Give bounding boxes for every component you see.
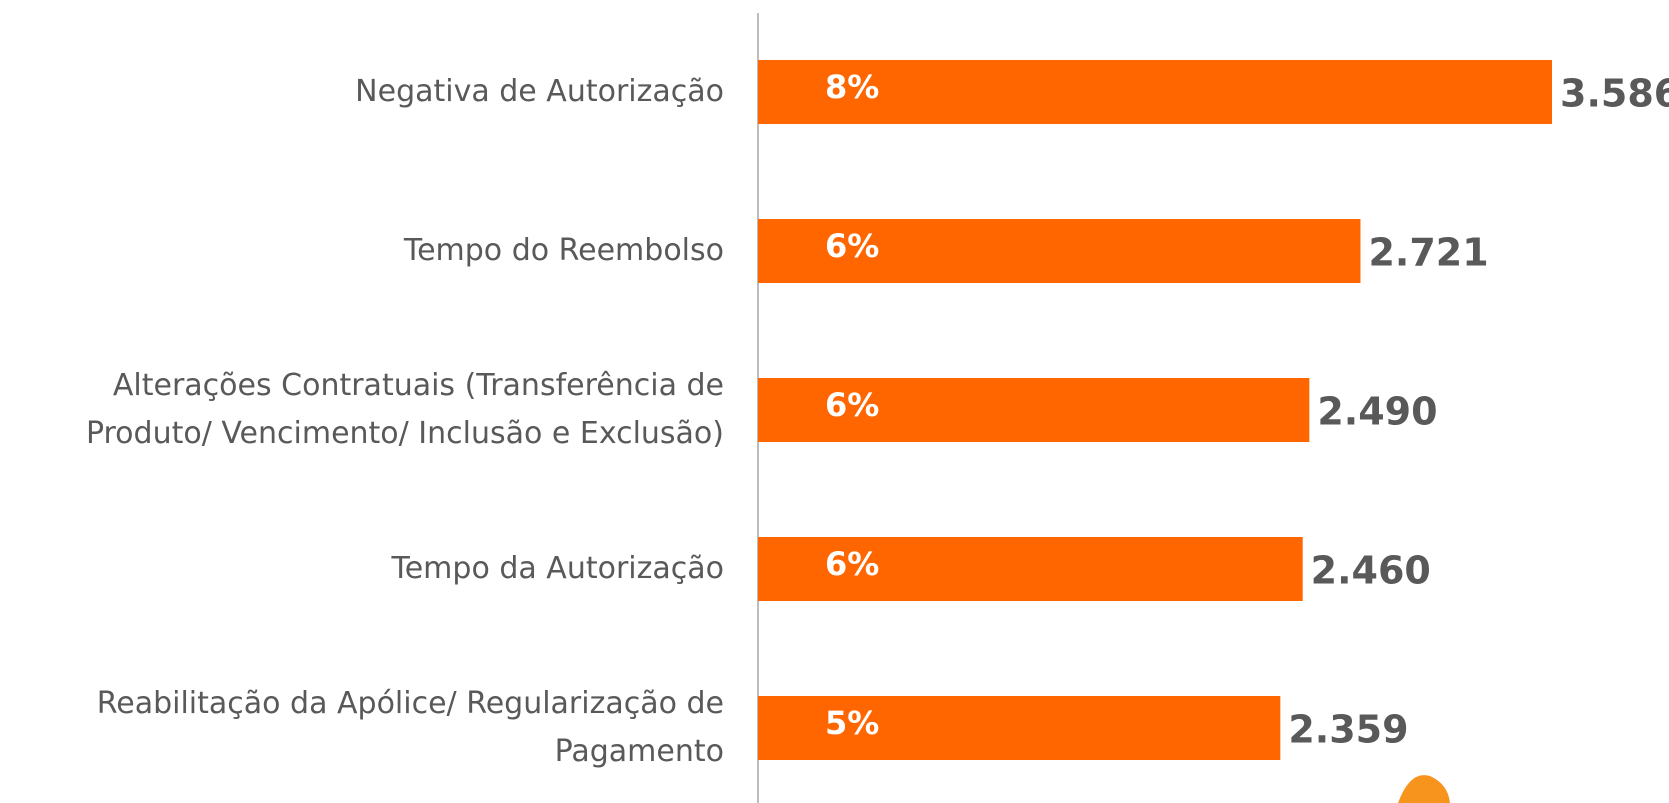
bar <box>758 537 1303 601</box>
category-label: Tempo da Autorização <box>391 551 725 586</box>
category-label: Negativa de Autorização <box>355 74 724 109</box>
percent-label: 6% <box>825 545 879 583</box>
value-label: 2.460 <box>1311 549 1431 593</box>
bar <box>758 219 1361 283</box>
percent-label: 8% <box>825 68 879 106</box>
percent-label: 6% <box>825 386 879 424</box>
category-label: Tempo do Reembolso <box>403 233 724 268</box>
decoration <box>1398 775 1450 803</box>
bar <box>758 378 1310 442</box>
value-label: 3.586 <box>1560 72 1669 116</box>
percent-label: 5% <box>825 704 879 742</box>
category-label: Reabilitação da Apólice/ Regularização d… <box>96 686 724 769</box>
category-label: Alterações Contratuais (Transferência de… <box>85 368 724 451</box>
value-label: 2.359 <box>1288 708 1408 752</box>
value-label: 2.490 <box>1317 390 1437 434</box>
value-label: 2.721 <box>1368 231 1488 275</box>
bar <box>758 60 1552 124</box>
bar <box>758 696 1281 760</box>
percent-label: 6% <box>825 227 879 265</box>
